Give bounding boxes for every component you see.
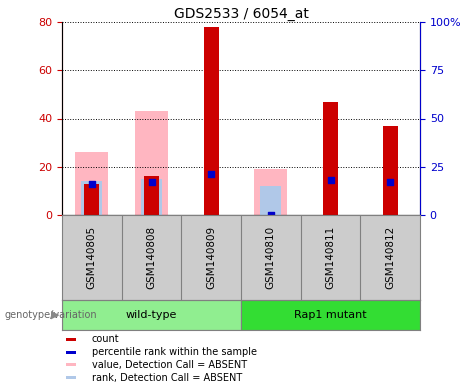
Text: GSM140809: GSM140809 xyxy=(206,226,216,289)
Bar xyxy=(62,300,241,330)
Text: percentile rank within the sample: percentile rank within the sample xyxy=(92,347,257,357)
Bar xyxy=(254,169,287,215)
Text: GSM140808: GSM140808 xyxy=(147,226,156,289)
Bar xyxy=(82,181,102,215)
Point xyxy=(267,212,274,218)
Text: value, Detection Call = ABSENT: value, Detection Call = ABSENT xyxy=(92,360,247,370)
Bar xyxy=(383,126,398,215)
Text: Rap1 mutant: Rap1 mutant xyxy=(294,310,367,320)
Bar xyxy=(66,351,76,354)
Bar xyxy=(84,184,99,215)
Point xyxy=(148,179,155,185)
Bar xyxy=(241,300,420,330)
Bar xyxy=(66,338,76,341)
Text: GSM140810: GSM140810 xyxy=(266,226,276,289)
Text: GSM140812: GSM140812 xyxy=(385,226,395,289)
Bar xyxy=(66,364,76,366)
Text: genotype/variation: genotype/variation xyxy=(5,310,97,320)
Text: GSM140805: GSM140805 xyxy=(87,226,97,289)
Point xyxy=(88,181,95,187)
Bar xyxy=(323,102,338,215)
Bar xyxy=(260,186,281,215)
Bar xyxy=(135,111,168,215)
Text: ▶: ▶ xyxy=(51,310,59,320)
Title: GDS2533 / 6054_at: GDS2533 / 6054_at xyxy=(173,7,308,21)
Bar xyxy=(204,27,219,215)
Text: GSM140811: GSM140811 xyxy=(325,226,336,289)
Bar xyxy=(66,376,76,379)
Text: count: count xyxy=(92,334,119,344)
Point xyxy=(386,179,394,185)
Point xyxy=(207,171,215,177)
Bar xyxy=(76,152,108,215)
Point xyxy=(327,177,334,183)
Text: wild-type: wild-type xyxy=(126,310,177,320)
Text: rank, Detection Call = ABSENT: rank, Detection Call = ABSENT xyxy=(92,372,242,382)
Bar xyxy=(141,179,162,215)
Bar xyxy=(144,176,159,215)
